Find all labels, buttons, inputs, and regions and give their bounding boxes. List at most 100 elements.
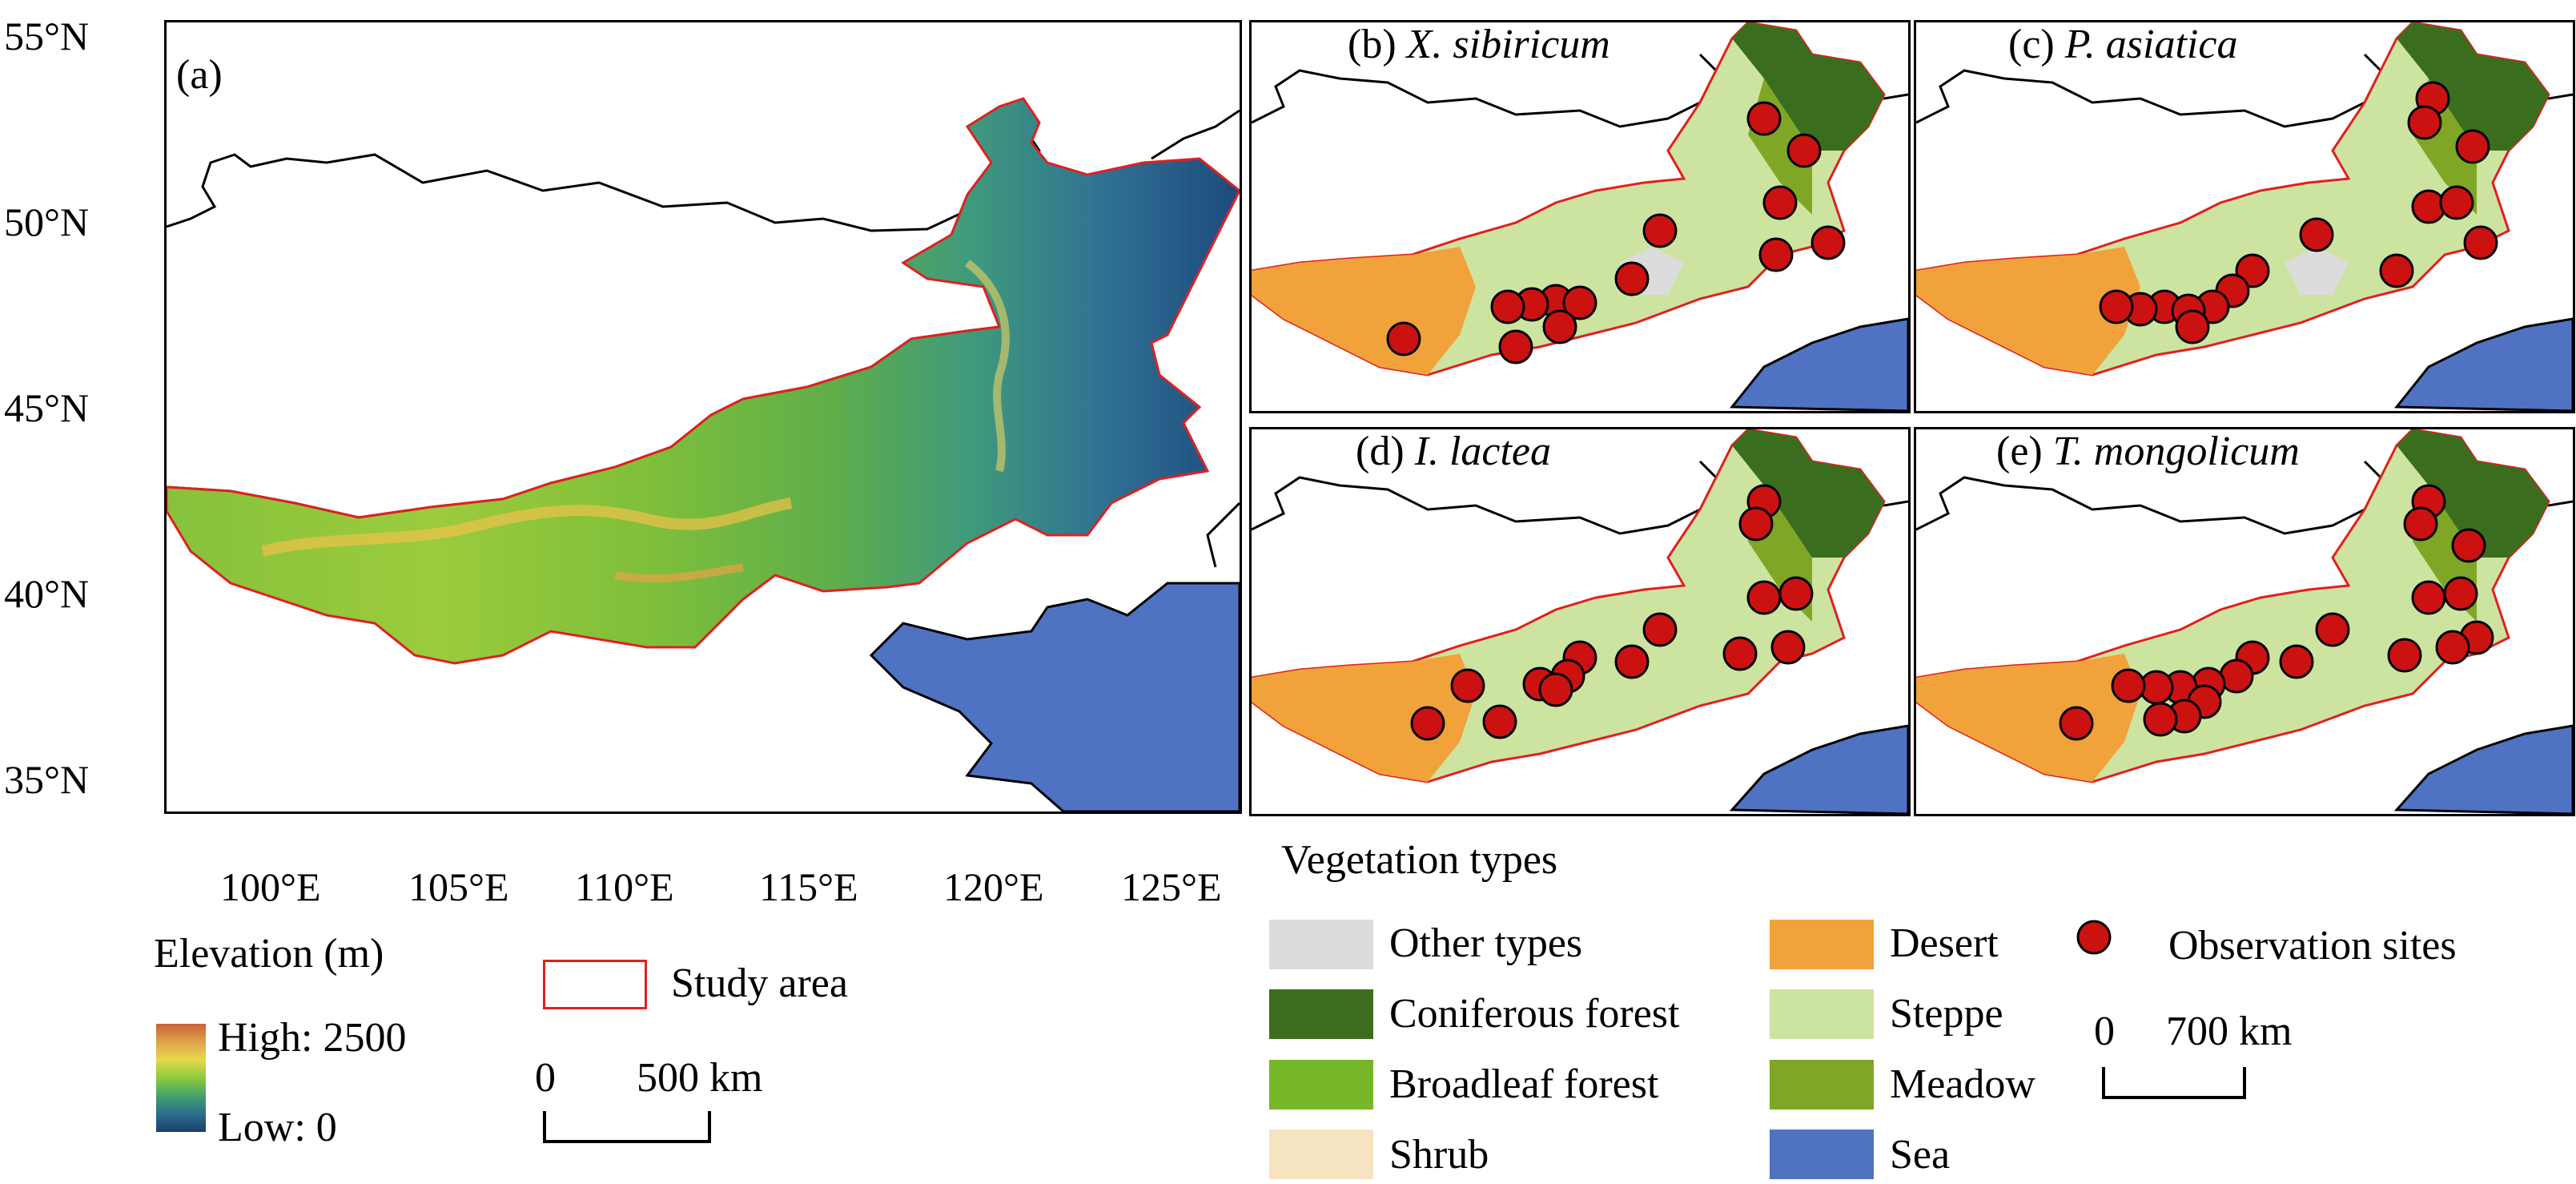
panel-e-letter: (e) [1996, 429, 2043, 474]
observation-site [2111, 668, 2146, 703]
lat-tick-50: 50°N [4, 199, 90, 244]
observation-site [2463, 225, 2498, 260]
lat-tick-55: 55°N [4, 14, 90, 58]
observation-site [2451, 528, 2486, 563]
observation-site [2299, 217, 2334, 252]
observation-site [1642, 612, 1678, 647]
observation-site [1410, 706, 1445, 741]
observation-site [2279, 644, 2314, 679]
observation-sites-b [1386, 101, 1846, 364]
observation-site [1614, 644, 1650, 679]
scale-bar-b-distance: 700 km [2166, 1009, 2293, 1054]
legend-label-coniferous: Coniferous forest [1389, 991, 1680, 1037]
legend-label-desert: Desert [1890, 920, 1999, 966]
elevation-legend-title: Elevation (m) [154, 931, 384, 977]
study-area-label: Study area [671, 960, 848, 1006]
lon-tick-100: 100°E [220, 864, 321, 909]
border-outline [167, 109, 1041, 232]
observation-site [1538, 672, 1573, 707]
elevation-high-label: High: 2500 [218, 1015, 407, 1061]
panel-c-species: P. asiatica [2064, 22, 2238, 67]
observation-site [2435, 630, 2470, 665]
observation-site [2143, 702, 2178, 737]
observation-sites-d [1410, 484, 1814, 741]
coast-outline [1206, 501, 1240, 568]
observation-site [2407, 105, 2442, 140]
legend-swatch-shrub [1269, 1130, 1373, 1179]
observation-site [1758, 237, 1794, 272]
legend-swatch-steppe [1770, 989, 1874, 1039]
legend-label-steppe: Steppe [1890, 991, 2003, 1037]
observation-site [2411, 580, 2446, 615]
legend-swatch-meadow [1770, 1060, 1874, 1109]
vegetation-map-c-svg [1916, 22, 2573, 411]
panel-e-label: (e) T. mongolicum [1996, 431, 2300, 473]
panel-d-letter: (d) [1356, 429, 1405, 474]
observation-site [1450, 668, 1485, 703]
observation-site [1770, 630, 1806, 665]
observation-site [2059, 706, 2094, 741]
panel-d-map: (d) I. lactea [1249, 427, 1911, 816]
panel-d-species: I. lactea [1414, 429, 1552, 474]
high-elevation-band [261, 497, 793, 557]
lon-tick-105: 105°E [408, 864, 509, 909]
scale-bar-b [2102, 1067, 2246, 1099]
observation-site [2315, 612, 2350, 647]
panel-c-label: (c) P. asiatica [2008, 24, 2237, 66]
scale-bar-a-zero: 0 [535, 1055, 556, 1101]
high-elevation-band-2 [614, 563, 744, 583]
observation-site [1762, 185, 1798, 220]
panel-b-label: (b) X. sibiricum [1348, 24, 1610, 66]
study-area-elevation [167, 97, 1240, 665]
observation-site [2443, 576, 2478, 611]
observation-site [1386, 321, 1421, 356]
observation-site [1778, 576, 1814, 611]
legend-swatch-coniferous [1269, 989, 1373, 1039]
lon-tick-115: 115°E [759, 864, 858, 909]
panel-b-letter: (b) [1348, 22, 1397, 67]
vegetation-map-d-svg [1252, 429, 1908, 814]
observation-site [2387, 638, 2422, 673]
panel-c-map: (c) P. asiatica [1914, 20, 2575, 413]
vegetation-map-e-svg [1916, 429, 2573, 814]
observation-site [1542, 309, 1577, 344]
observation-site [2411, 189, 2446, 224]
observation-site [1490, 289, 1525, 324]
elevation-low-label: Low: 0 [218, 1105, 337, 1150]
legend-swatch-broadleaf [1269, 1060, 1373, 1109]
legend-swatch-desert [1770, 920, 1874, 969]
panel-b-map: (b) X. sibiricum [1249, 20, 1911, 413]
panel-b-species: X. sibiricum [1406, 22, 1610, 67]
observation-site [1746, 101, 1782, 136]
observation-sites-e [2059, 484, 2494, 741]
lon-tick-110: 110°E [575, 864, 674, 909]
observation-site [1562, 285, 1597, 320]
legend-label-shrub: Shrub [1389, 1132, 1489, 1178]
lon-tick-120: 120°E [943, 864, 1044, 909]
observation-site-legend-icon [2076, 920, 2112, 955]
lon-tick-125: 125°E [1121, 864, 1222, 909]
observation-sites-c [2099, 81, 2498, 344]
high-elevation-band-3 [964, 260, 1010, 473]
observation-site [1810, 225, 1846, 260]
panel-e-species: T. mongolicum [2052, 429, 2300, 474]
observation-site [1642, 213, 1678, 248]
observation-site [1498, 329, 1533, 364]
observation-site [1722, 636, 1758, 671]
sea-area [869, 582, 1240, 811]
panel-a-label: (a) [176, 52, 223, 98]
observation-site [2439, 185, 2474, 220]
observation-sites-label: Observation sites [2168, 923, 2457, 969]
border-outline-east [1151, 109, 1240, 160]
study-area-swatch [543, 960, 647, 1009]
observation-site [2175, 309, 2210, 344]
observation-site [2099, 289, 2134, 324]
observation-site [1614, 261, 1650, 296]
panel-d-label: (d) I. lactea [1356, 431, 1551, 473]
legend-label-meadow: Meadow [1890, 1061, 2035, 1107]
lat-tick-35: 35°N [4, 757, 90, 802]
vegetation-map-b-svg [1252, 22, 1908, 411]
lat-tick-45: 45°N [4, 385, 90, 430]
observation-site [2379, 253, 2414, 288]
legend-label-sea: Sea [1890, 1132, 1951, 1178]
